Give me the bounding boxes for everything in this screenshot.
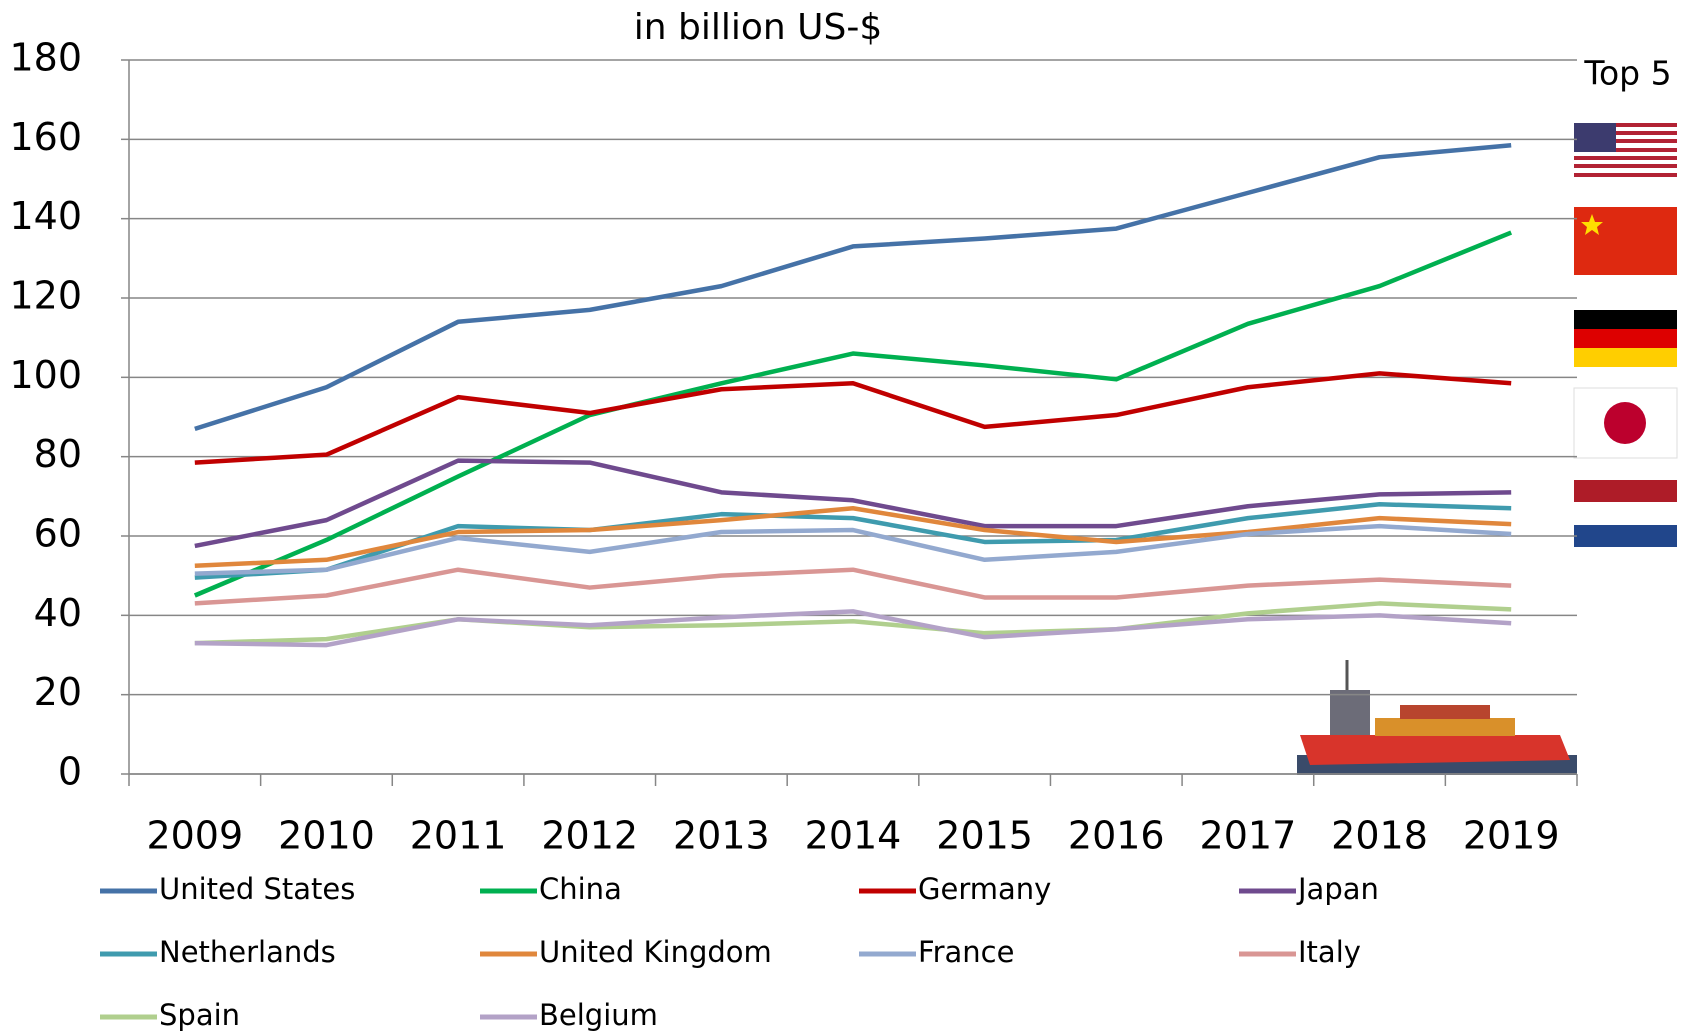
chart-title: in billion US-$ <box>634 7 883 48</box>
x-tick-label: 2015 <box>936 814 1033 858</box>
series-line <box>194 609 1512 648</box>
series-line <box>194 143 1512 432</box>
annotation: Top 5 <box>1583 54 1671 93</box>
series-line <box>194 523 1512 576</box>
legend-label: Spain <box>159 998 240 1032</box>
series-line <box>194 371 1512 465</box>
series-line <box>194 458 1512 549</box>
flags <box>1573 123 1678 547</box>
y-tick-label: 120 <box>9 274 82 318</box>
x-tick-label: 2009 <box>146 814 243 858</box>
legend-label: Netherlands <box>159 935 336 969</box>
legend-label: United States <box>159 872 355 906</box>
x-tick-label: 2016 <box>1068 814 1165 858</box>
series-line <box>194 505 1512 568</box>
x-tick-label: 2017 <box>1200 814 1297 858</box>
x-tick-label: 2019 <box>1463 814 1560 858</box>
y-tick-label: 80 <box>34 432 82 476</box>
x-tick-label: 2018 <box>1331 814 1428 858</box>
series-line <box>194 502 1512 580</box>
x-tick-label: 2011 <box>410 814 507 858</box>
legend-label: Italy <box>1298 935 1361 969</box>
flag-germany <box>1574 310 1677 367</box>
y-tick-label: 140 <box>9 194 82 238</box>
legend-label: United Kingdom <box>539 935 772 969</box>
y-tick-label: 60 <box>34 512 82 556</box>
legend-label: Belgium <box>539 998 658 1032</box>
y-tick-label: 40 <box>34 591 82 635</box>
x-tick-label: 2012 <box>541 814 638 858</box>
y-tick-label: 100 <box>9 353 82 397</box>
flag-us <box>1574 123 1677 177</box>
x-tick-label: 2010 <box>278 814 375 858</box>
legend-label: China <box>539 872 622 906</box>
legend-label: Germany <box>918 872 1051 906</box>
x-tick-label: 2013 <box>673 814 770 858</box>
legend-label: Japan <box>1296 872 1379 906</box>
series-line <box>193 230 1513 598</box>
y-tick-label: 180 <box>9 36 82 80</box>
flag-china <box>1574 207 1677 275</box>
ship-picture <box>1297 660 1577 775</box>
x-tick-label: 2014 <box>805 814 902 858</box>
flag-netherlands <box>1574 480 1677 547</box>
legend-label: France <box>918 935 1014 969</box>
flag-japan <box>1573 387 1678 459</box>
y-tick-label: 20 <box>34 670 82 714</box>
y-tick-label: 0 <box>58 750 82 794</box>
series-line <box>194 567 1512 606</box>
y-tick-label: 160 <box>9 115 82 159</box>
